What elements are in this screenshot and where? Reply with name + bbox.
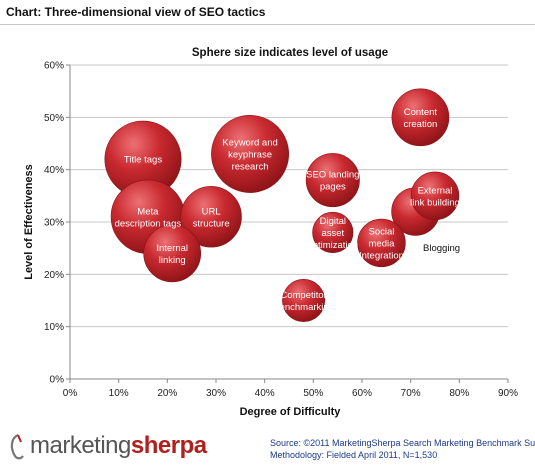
y-tick-label: 20% — [44, 270, 64, 281]
bubble-label: Blogging — [423, 243, 460, 254]
y-axis-label: Level of Effectiveness — [23, 164, 35, 280]
bubble-point — [282, 279, 326, 322]
bubble-label: Competitor Benchmarking — [273, 290, 334, 313]
source-line: Source: ©2011 MarketingSherpa Search Mar… — [270, 438, 535, 448]
bubble-label: Internal linking — [156, 243, 188, 266]
bubble-label: URL structure — [193, 206, 230, 229]
bubble-point — [312, 211, 354, 254]
bubble-point — [391, 88, 450, 147]
brand-text-marketing: marketing — [30, 432, 131, 459]
bubble-chart: Sphere size indicates level of usage 0% 1… — [23, 47, 518, 418]
x-axis-label: Degree of Difficulty — [240, 406, 342, 418]
y-tick-label: 60% — [44, 61, 64, 72]
chart-subtitle: Sphere size indicates level of usage — [192, 47, 388, 59]
y-tick-label: 30% — [44, 218, 64, 229]
brand-text-sherpa: sherpa — [130, 432, 207, 459]
y-tick-label: 50% — [44, 113, 64, 124]
bubble-label: External link building — [410, 185, 460, 208]
x-tick-label: 20% — [157, 388, 177, 399]
x-tick-label: 10% — [109, 388, 129, 399]
y-tick-label: 40% — [44, 165, 64, 176]
source-note: Source: ©2011 MarketingSherpa Search Mar… — [270, 437, 535, 461]
bubble-label: Content creation — [403, 107, 437, 130]
bubble-label: Digital asset optimization — [307, 216, 358, 251]
x-tick-label: 40% — [255, 388, 275, 399]
bubble-point — [357, 218, 406, 268]
bubble-point — [143, 224, 202, 283]
bubble-point — [211, 115, 290, 193]
x-tick-label: 60% — [352, 388, 372, 399]
bubble-point — [410, 171, 460, 221]
x-tick-label: 80% — [449, 388, 469, 399]
sherpa-mark-icon — [10, 433, 24, 460]
y-tick-label: 10% — [44, 322, 64, 333]
bubble-label: Social media Integration — [359, 226, 404, 261]
chart-title: Chart: Three-dimensional view of SEO tac… — [6, 5, 266, 19]
tick-layer: 0% 10% 20% 30% 40% 50% 60% 0% 10% 20% 30% 40% 50% 60%… — [44, 61, 518, 400]
bubble-point — [180, 186, 242, 248]
x-tick-label: 50% — [303, 388, 323, 399]
bubble-label: SEO landing pages — [306, 170, 359, 193]
bubble-label: Title tags — [124, 155, 162, 166]
x-tick-label: 90% — [498, 388, 518, 399]
marketingsherpa-logo: marketingsherpa — [8, 430, 207, 464]
bubble-label: Keyword and keyphrase research — [222, 137, 277, 172]
x-tick-label: 70% — [401, 388, 421, 399]
methodology-line: Methodology: Fielded April 2011, N=1,530 — [270, 450, 438, 460]
bubble-label: Meta description tags — [115, 206, 182, 229]
x-tick-label: 0% — [63, 388, 78, 399]
y-tick-label: 0% — [50, 375, 65, 386]
title-divider — [0, 24, 535, 25]
x-tick-label: 30% — [206, 388, 226, 399]
bubble-point — [305, 153, 360, 208]
